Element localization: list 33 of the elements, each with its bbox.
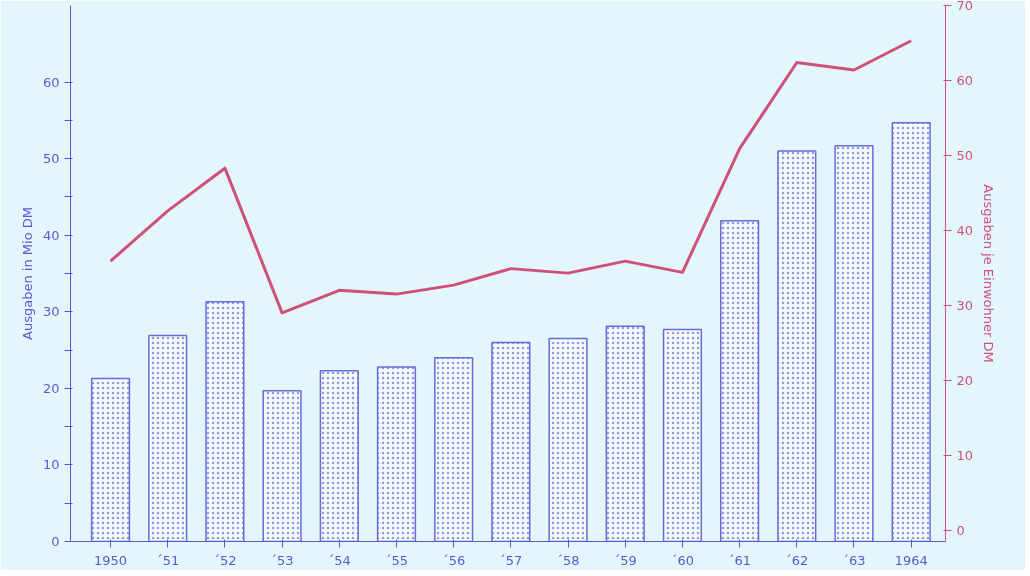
x-tick-label: ´54 [327, 552, 351, 568]
y2-tick-label: 0 [956, 522, 965, 538]
x-tick-label: ´51 [156, 552, 180, 568]
y2-tick-label: 20 [956, 372, 974, 388]
y-tick-label: 0 [51, 534, 60, 549]
x-tick-label: ´57 [499, 552, 523, 568]
y2-axis-title: Ausgaben je Einwohner DM [981, 184, 997, 363]
y2-tick-label: 60 [956, 72, 974, 88]
y2-tick-label: 70 [956, 0, 974, 13]
y2-tick-label: 30 [956, 297, 974, 313]
y-axis-title: Ausgaben in Mio DM [19, 207, 35, 340]
x-tick-label: ´59 [613, 552, 637, 568]
x-tick-label: ´55 [384, 552, 409, 568]
x-tick-label: ´62 [785, 552, 809, 568]
x-tick-label: ´56 [442, 552, 466, 568]
y-tick-label: 30 [42, 304, 60, 320]
y-tick-label: 10 [42, 457, 60, 473]
y2-tick-label: 10 [956, 447, 974, 463]
line-series [109, 39, 913, 315]
y-tick-label: 60 [42, 74, 60, 90]
y-tick-label: 20 [42, 380, 60, 396]
x-tick-label: ´58 [556, 552, 580, 568]
x-tick-label: ´52 [213, 552, 237, 568]
y2-tick-label: 40 [956, 222, 974, 238]
y2-tick-label: 50 [956, 147, 974, 163]
x-tick-label: 1950 [93, 552, 128, 568]
x-tick-label: 1964 [894, 552, 928, 568]
x-tick-label: ´61 [728, 552, 752, 568]
x-tick-label: ´63 [842, 552, 866, 568]
x-tick-label: ´53 [270, 552, 294, 568]
y-tick-label: 50 [42, 151, 60, 167]
y-tick-label: 40 [42, 227, 60, 243]
x-tick-label: ´60 [670, 552, 694, 568]
